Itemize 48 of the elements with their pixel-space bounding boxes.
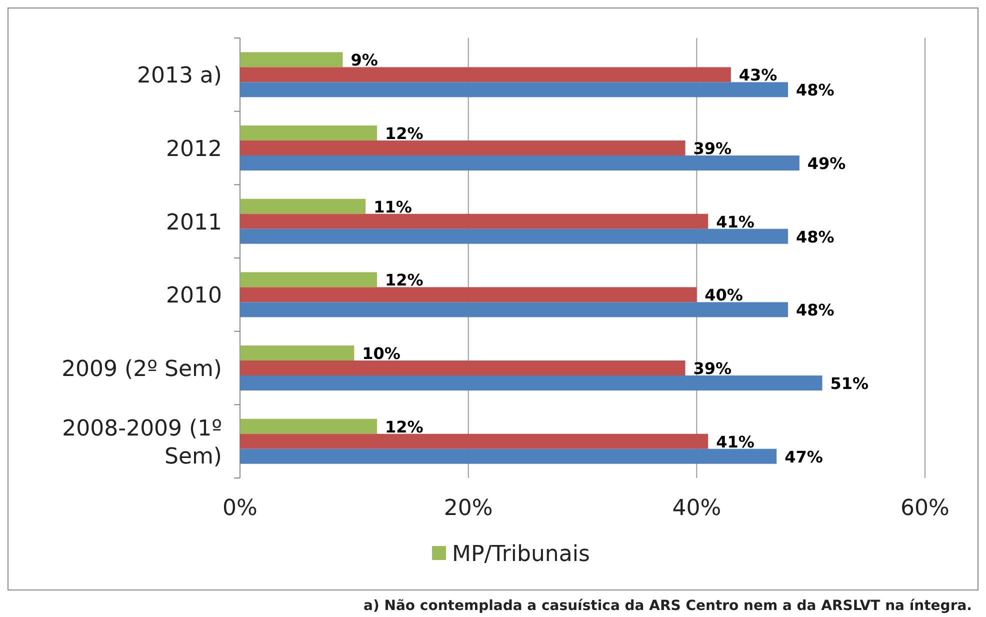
data-label: 48% (796, 80, 834, 100)
data-label: 12% (385, 270, 424, 290)
data-label: 40% (704, 286, 743, 305)
text: a) Não contemplada a casuística da ARS Centro nem a da ARSLVT na íntegra. (364, 598, 972, 614)
bar (240, 360, 686, 376)
x-tick-label: 20% (444, 496, 493, 521)
x-tick-label: 0% (222, 496, 258, 521)
bar (240, 448, 777, 464)
y-tick-label: 2012 (166, 137, 222, 162)
data-label: 10% (362, 344, 400, 363)
bar (240, 126, 377, 140)
data-label: 11% (374, 197, 412, 216)
x-tick-label: 60% (900, 496, 950, 521)
y-tick-label: 2013 a) (136, 64, 222, 89)
y-tick-label: 2008-2009 (1º Sem) (62, 416, 222, 470)
data-label: 39% (693, 139, 732, 158)
data-label: 43% (738, 66, 778, 85)
data-label: 9% (350, 50, 378, 70)
y-tick-label: 2011 (166, 210, 222, 236)
y-tick-label: 2009 (2º Sem) (62, 357, 222, 382)
legend-label: MP/Tribunais (452, 542, 590, 567)
data-label: 51% (830, 374, 869, 393)
data-label: 12% (385, 417, 424, 436)
bar (240, 346, 354, 360)
data-label: 41% (716, 432, 754, 452)
bar (240, 287, 697, 302)
bar (240, 228, 788, 244)
bar (240, 214, 708, 229)
bar (240, 67, 731, 82)
bar (240, 156, 800, 170)
y-tick-label: 2010 (166, 284, 222, 309)
bar (240, 52, 343, 68)
bar (240, 434, 708, 449)
bar (240, 376, 822, 390)
bar (240, 418, 377, 434)
x-tick-label: 40% (672, 496, 722, 521)
data-label: 49% (807, 154, 846, 173)
bar (240, 140, 686, 156)
data-label: 12% (385, 124, 424, 143)
bar (240, 272, 377, 288)
data-label: 39% (693, 359, 732, 378)
data-label: 48% (796, 227, 834, 246)
data-label: 47% (784, 447, 823, 466)
data-label: 48% (796, 300, 834, 320)
data-label: 41% (716, 212, 754, 232)
bar (240, 198, 366, 214)
bar (240, 82, 788, 98)
bar (240, 302, 788, 318)
